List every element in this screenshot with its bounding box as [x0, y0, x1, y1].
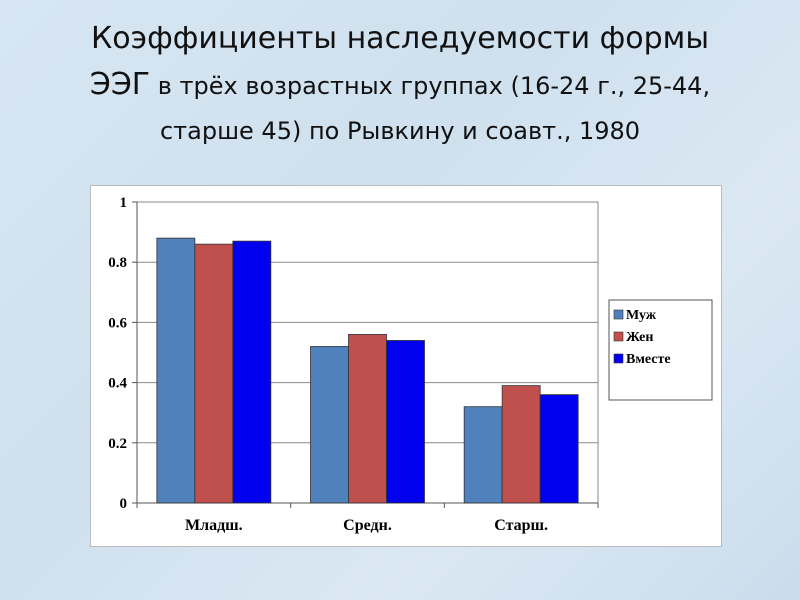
title-line-2-rest: в трёх возрастных группах (16-24 г., 25-…	[150, 72, 711, 100]
legend-swatch	[613, 309, 624, 320]
x-tick-label: Средн.	[343, 517, 392, 534]
slide-title: Коэффициенты наследуемости формы ЭЭГ в т…	[0, 18, 800, 155]
title-line-3: старше 45) по Рывкину и соавт., 1980	[159, 117, 641, 145]
y-tick-label: 0.6	[108, 315, 127, 331]
legend-swatch	[613, 353, 624, 364]
title-line-2: ЭЭГ в трёх возрастных группах (16-24 г.,…	[0, 64, 800, 110]
bar-2-1	[194, 243, 234, 504]
legend	[608, 299, 713, 401]
legend-label: Муж	[626, 308, 657, 323]
bar-1-2	[310, 346, 349, 504]
title-eeg: ЭЭГ	[89, 67, 151, 102]
legend-label: Жен	[626, 330, 653, 345]
bar-2-3	[501, 385, 541, 504]
bar-3-3	[539, 394, 579, 504]
bar-1-3	[463, 406, 503, 504]
bar-1-1	[156, 237, 196, 504]
x-tick-label: Старш.	[494, 517, 548, 534]
y-tick-label: 0	[120, 496, 128, 512]
legend-swatch	[613, 331, 624, 342]
x-tick-label: Младш.	[185, 517, 243, 534]
y-tick-label: 1	[120, 195, 128, 211]
bar-3-1	[232, 240, 272, 504]
bar-2-2	[348, 334, 387, 504]
legend-label: Вместе	[626, 352, 671, 367]
bar-3-2	[386, 340, 425, 504]
title-line-1: Коэффициенты наследуемости формы	[90, 21, 710, 56]
y-tick-label: 0.8	[108, 255, 127, 271]
y-tick-label: 0.4	[108, 376, 127, 392]
y-tick-label: 0.2	[108, 436, 127, 452]
